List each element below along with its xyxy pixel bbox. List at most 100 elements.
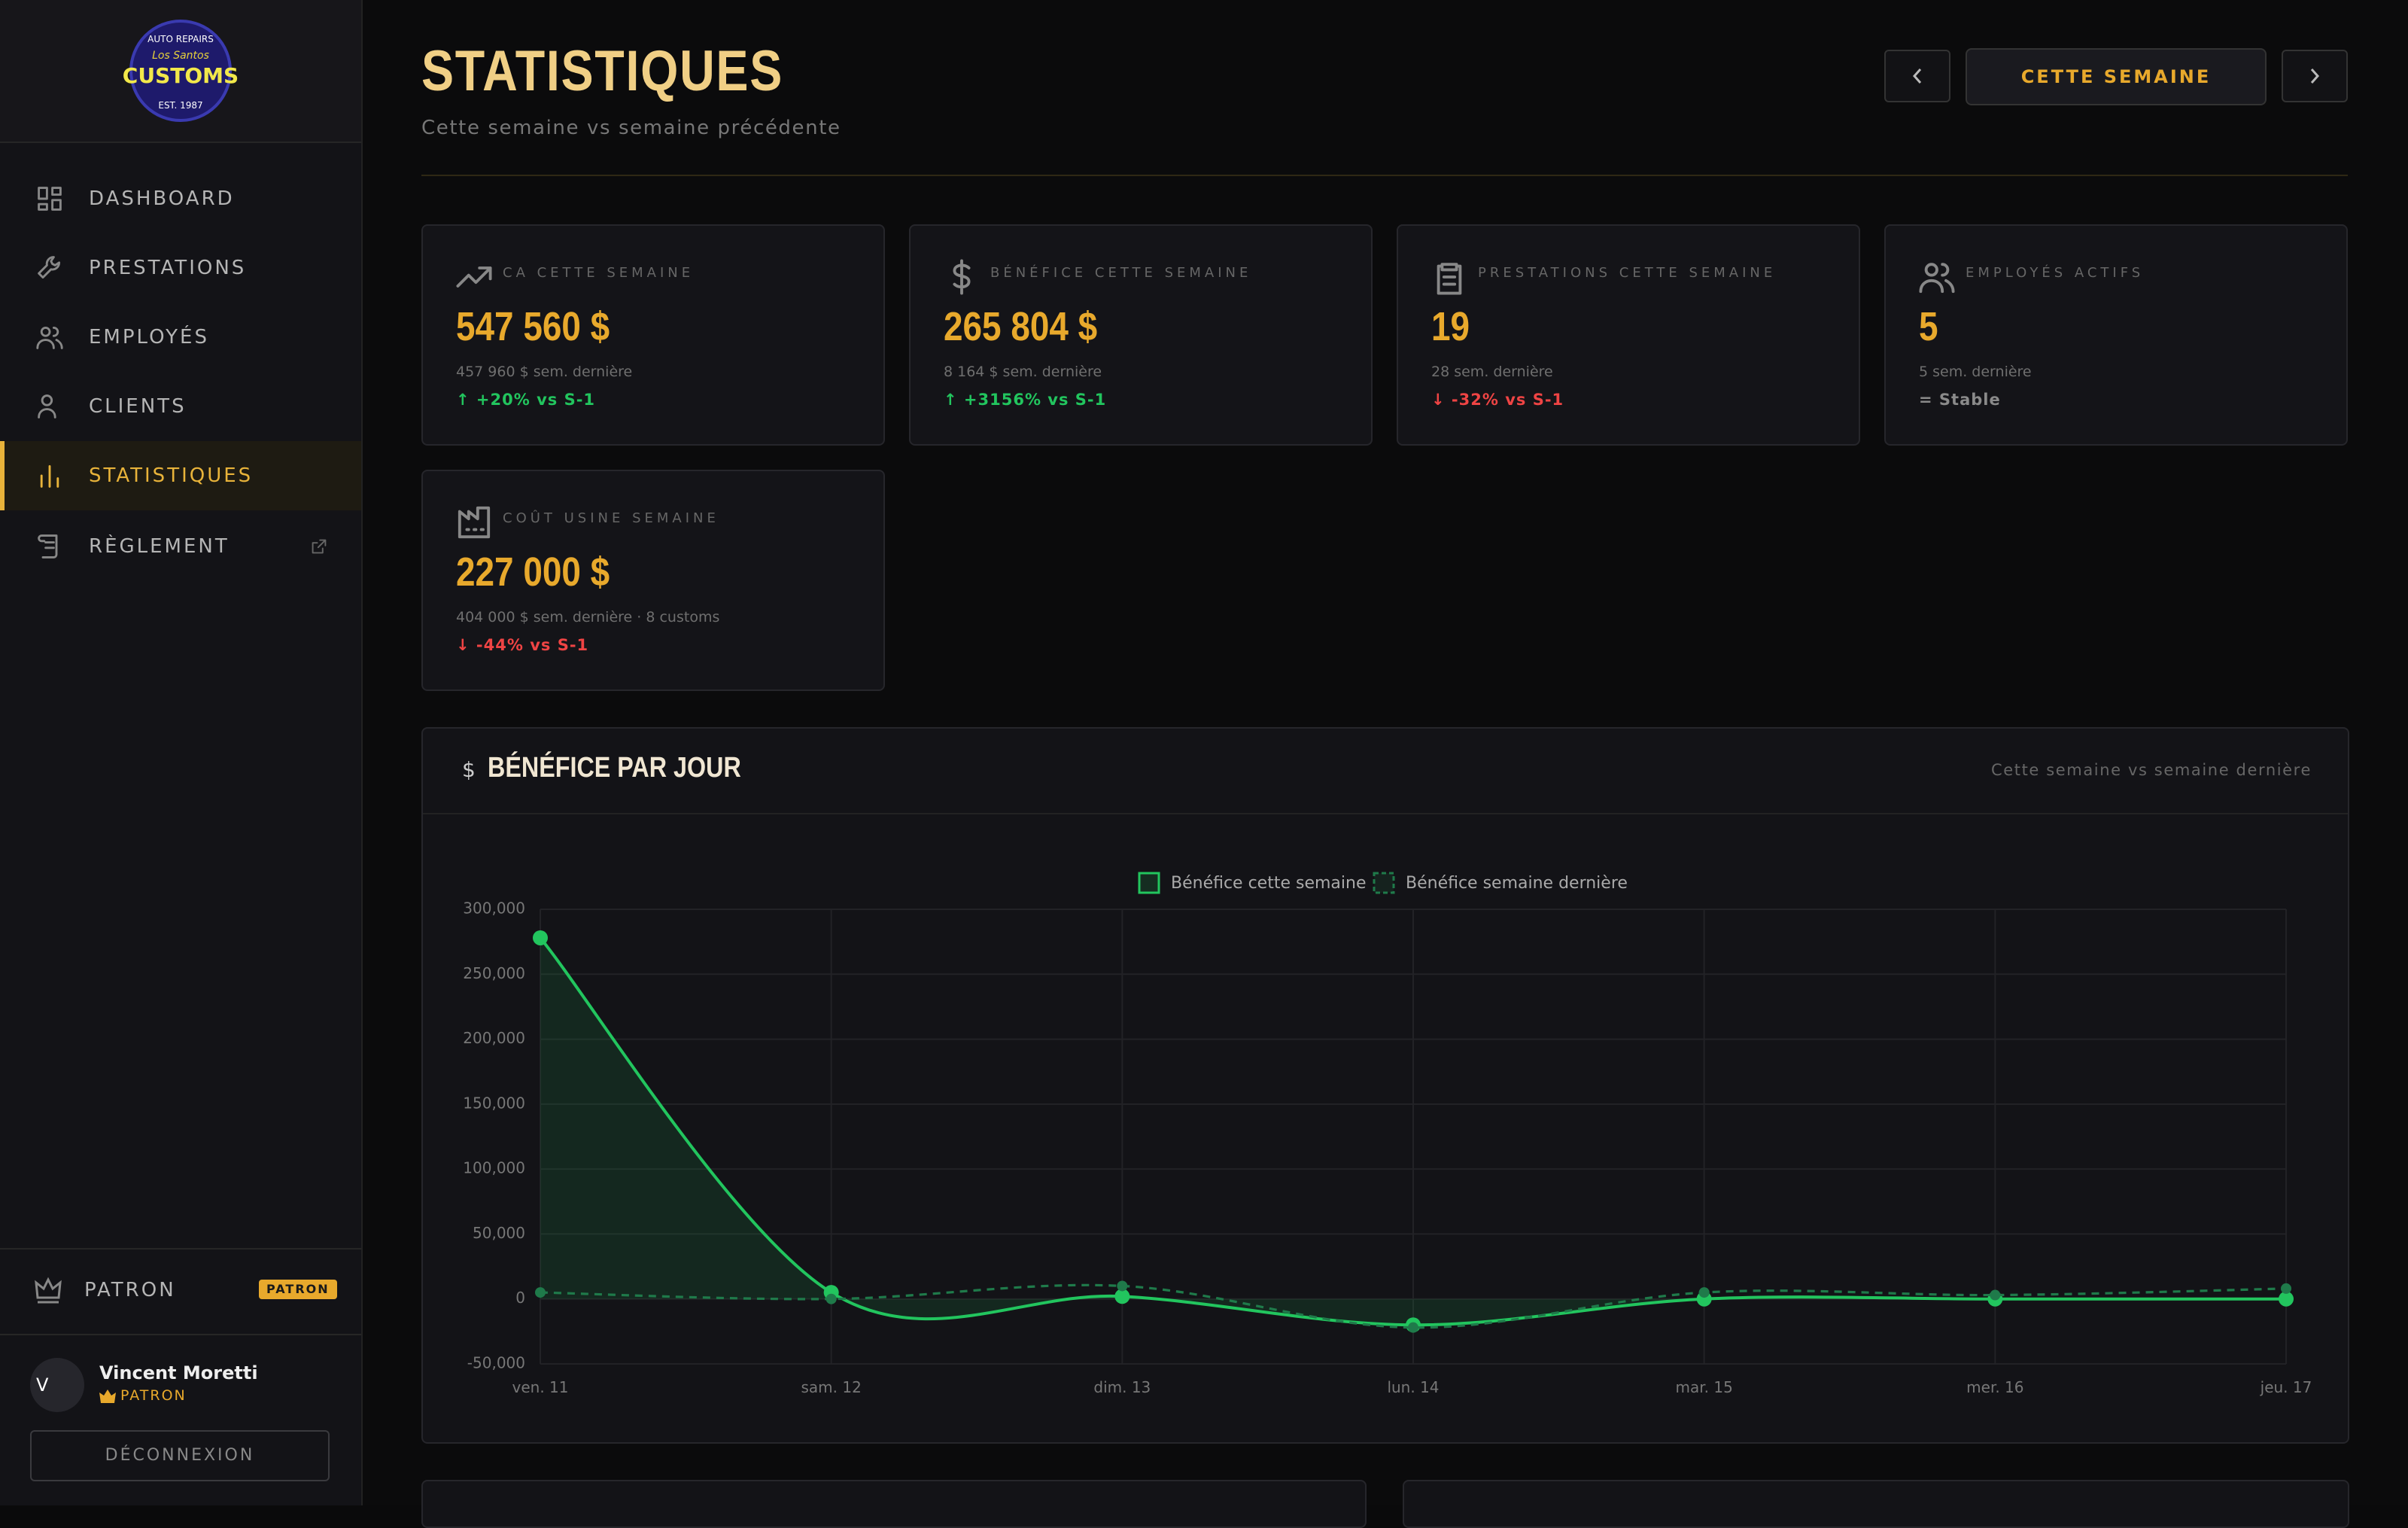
kpi-label: CA CETTE SEMAINE [503, 266, 695, 282]
legend-label: Bénéfice semaine dernière [1406, 874, 1628, 893]
panel-stub [1403, 1480, 2349, 1528]
nav-item[interactable]: CLIENTS [0, 372, 361, 441]
crown-small [99, 1390, 116, 1403]
chart: -50,000 0 50,000 100,000 150,000 200,000 250,0… [463, 872, 2312, 1396]
panel-divider [423, 813, 2348, 814]
icon [1437, 263, 1462, 295]
icon-path [36, 326, 63, 349]
kpi-change: ↓ -44% vs S-1 [456, 637, 589, 655]
icon-path [38, 256, 61, 279]
user-name: Vincent Moretti [99, 1362, 258, 1383]
kpi-change: = Stable [1919, 391, 2001, 409]
kpi-previous: 5 sem. dernière [1919, 364, 2032, 381]
kpi-change: ↑ +20% vs S-1 [456, 391, 596, 409]
prev-button[interactable] [1884, 50, 1950, 102]
icon [38, 256, 61, 279]
x-tick-label: ven. 11 [512, 1378, 569, 1396]
nav-label: EMPLOYÉS [89, 326, 209, 349]
kpi-value: 227 000 $ [456, 549, 610, 595]
page-subtitle: Cette semaine vs semaine précédente [421, 117, 841, 140]
icon [1919, 263, 1955, 294]
logo-area: AUTO REPAIRS Los Santos CUSTOMS EST. 198… [0, 0, 361, 143]
point [2279, 1291, 2294, 1307]
kpi-change: ↑ +3156% vs S-1 [944, 391, 1107, 409]
icon-path [953, 259, 971, 295]
user-role: PATRON [120, 1388, 187, 1405]
nav-label: RÈGLEMENT [89, 535, 230, 558]
icon [38, 534, 58, 559]
logo-main: CUSTOMS [123, 63, 239, 88]
icon [36, 326, 63, 349]
icon [458, 506, 491, 539]
chart-panel: $ BÉNÉFICE PAR JOUR Cette semaine vs sem… [421, 727, 2349, 1444]
legend-swatch [1138, 872, 1160, 894]
point [1990, 1289, 2001, 1301]
y-tick-label: 300,000 [463, 899, 525, 918]
badge: PATRON [259, 1280, 337, 1299]
nav-item[interactable]: STATISTIQUES [0, 441, 361, 510]
nav-label: PRESTATIONS [89, 257, 247, 279]
kpi-change: ↓ -32% vs S-1 [1431, 391, 1564, 409]
period-button[interactable]: CETTE SEMAINE [1966, 48, 2267, 105]
point [535, 1287, 546, 1298]
icon-path [1919, 263, 1955, 294]
kpi-previous: 457 960 $ sem. dernière [456, 364, 633, 381]
kpi-card: COÛT USINE SEMAINE 227 000 $ 404 000 $ sem… [421, 470, 885, 691]
nav-item[interactable]: PRESTATIONS [0, 233, 361, 303]
y-tick-label: 0 [515, 1289, 525, 1307]
kpi-previous: 8 164 $ sem. dernière [944, 364, 1102, 381]
kpi-label: EMPLOYÉS ACTIFS [1966, 266, 2145, 282]
icon [953, 259, 971, 295]
icon [38, 187, 62, 211]
logo-script: Los Santos [152, 50, 209, 62]
logout-button[interactable]: DÉCONNEXION [30, 1430, 330, 1481]
role: PATRON [84, 1280, 176, 1302]
icon-path [458, 506, 491, 539]
icon-path [40, 464, 59, 488]
legend-label: Bénéfice cette semaine [1171, 874, 1367, 893]
role-row: PATRON PATRON [0, 1248, 361, 1335]
x-tick-label: mar. 15 [1676, 1378, 1733, 1396]
icon-path [312, 539, 327, 554]
kpi-value: 265 804 $ [944, 304, 1098, 349]
crown-icon [35, 1277, 62, 1304]
logo-bottom: EST. 1987 [158, 100, 202, 111]
logo-top: AUTO REPAIRS [147, 34, 214, 44]
point [825, 1293, 837, 1304]
kpi-card: PRESTATIONS CETTE SEMAINE 19 28 sem. derni… [1397, 224, 1860, 446]
panel-title: BÉNÉFICE PAR JOUR [488, 753, 741, 784]
nav-item[interactable]: DASHBOARD [0, 164, 361, 233]
y-tick-label: 200,000 [463, 1029, 525, 1047]
sidebar: AUTO REPAIRS Los Santos CUSTOMS EST. 198… [0, 0, 363, 1505]
point [533, 930, 548, 945]
y-tick-label: 50,000 [473, 1224, 525, 1242]
x-tick-label: sam. 12 [801, 1378, 862, 1396]
panel-stub [421, 1480, 1367, 1528]
kpi-card: EMPLOYÉS ACTIFS 5 5 sem. dernière = Stable [1884, 224, 2348, 446]
next-button[interactable] [2282, 50, 2348, 102]
page-title: STATISTIQUES [421, 41, 783, 104]
icon [456, 266, 492, 288]
kpi-value: 19 [1431, 304, 1470, 349]
nav-item[interactable]: RÈGLEMENT [0, 512, 361, 581]
area [540, 937, 2286, 1326]
nav-label: STATISTIQUES [89, 464, 254, 487]
icon [40, 464, 59, 488]
kpi-previous: 28 sem. dernière [1431, 364, 1553, 381]
icon-path [38, 534, 58, 559]
nav-label: CLIENTS [89, 395, 187, 418]
kpi-card: BÉNÉFICE CETTE SEMAINE 265 804 $ 8 164 $ s… [909, 224, 1373, 446]
icon [312, 539, 327, 554]
x-tick-label: lun. 14 [1387, 1378, 1439, 1396]
icon-path [1437, 263, 1462, 295]
kpi-label: BÉNÉFICE CETTE SEMAINE [990, 266, 1252, 282]
y-tick-label: 150,000 [463, 1094, 525, 1112]
divider [421, 175, 2348, 176]
y-tick-label: 250,000 [463, 964, 525, 982]
legend-swatch [1373, 872, 1395, 894]
y-tick-label: -50,000 [467, 1354, 525, 1372]
nav-item[interactable]: EMPLOYÉS [0, 303, 361, 372]
point [1408, 1322, 1418, 1333]
point [1114, 1289, 1130, 1304]
kpi-card: CA CETTE SEMAINE 547 560 $ 457 960 $ sem. … [421, 224, 885, 446]
